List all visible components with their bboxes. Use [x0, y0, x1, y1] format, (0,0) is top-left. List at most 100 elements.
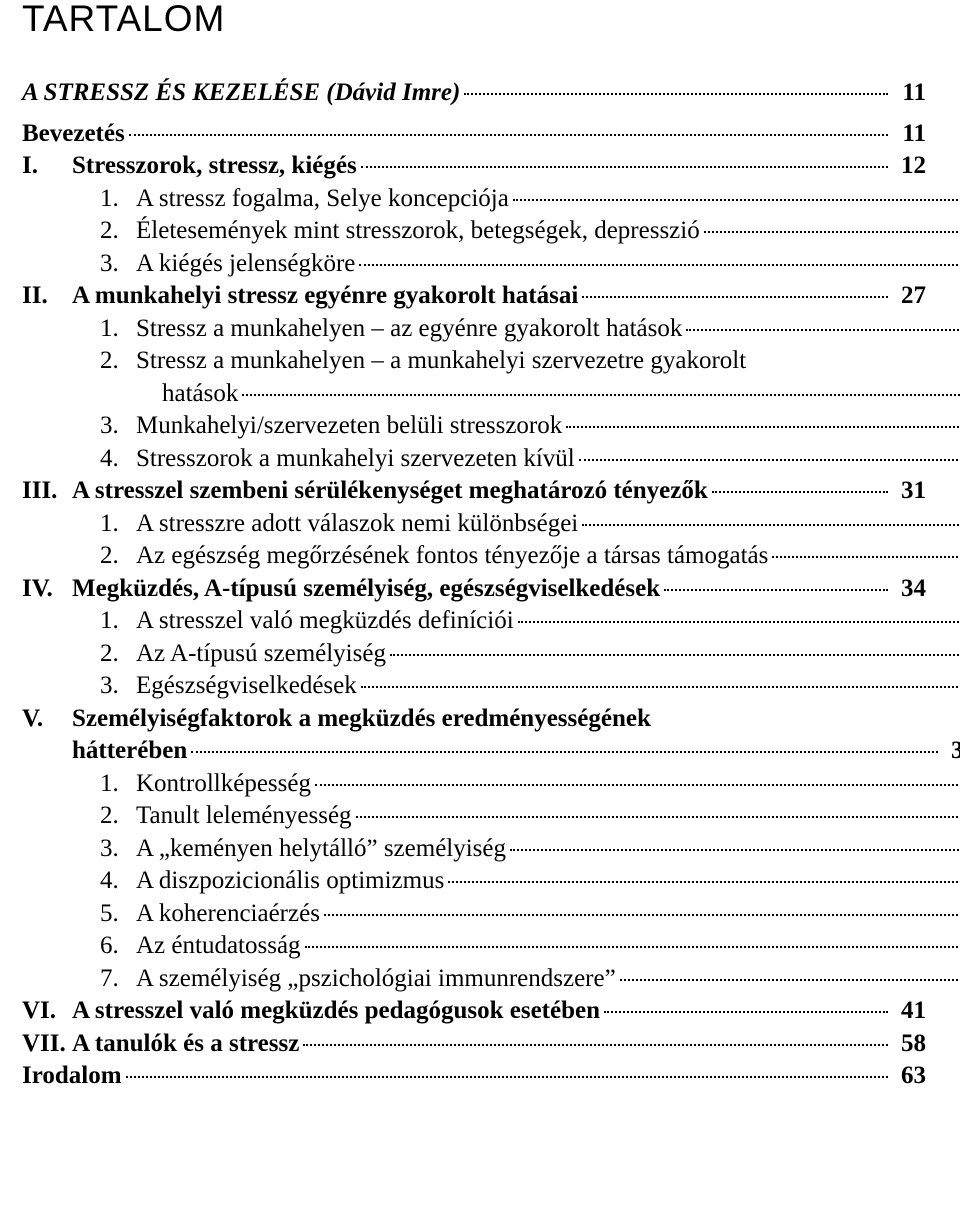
toc-leader [315, 784, 960, 786]
toc-row: 2.Az egészség megőrzésének fontos tényez… [22, 540, 960, 573]
toc-prefix: 3. [100, 833, 136, 866]
toc-leader [129, 134, 888, 136]
toc-label: Stresszorok, stressz, kiégés [72, 150, 357, 183]
toc-label: A stresszel való megküzdés pedagógusok e… [72, 995, 600, 1028]
spacer [22, 110, 926, 118]
toc-leader [324, 914, 960, 916]
toc-row: 3.A kiégés jelenségköre24 [22, 248, 960, 281]
toc-row: 2.Stressz a munkahelyen – a munkahelyi s… [22, 345, 960, 378]
toc-leader [356, 816, 960, 818]
toc-page-number: 37 [942, 735, 960, 768]
toc-row: 1.Stressz a munkahelyen – az egyénre gya… [22, 313, 960, 346]
page: TARTALOM A STRESSZ ÉS KEZELÉSE (Dávid Im… [0, 0, 960, 1220]
toc-label: A kiégés jelenségköre [136, 248, 355, 281]
toc-label: Életesemények mint stresszorok, betegség… [136, 215, 700, 248]
toc-label: A STRESSZ ÉS KEZELÉSE (Dávid Imre) [22, 77, 460, 110]
toc-prefix: 2. [100, 345, 136, 378]
toc-prefix: 1. [100, 313, 136, 346]
toc-prefix: IV. [22, 573, 72, 606]
toc-label: hátterében [72, 735, 187, 768]
toc-leader [361, 686, 960, 688]
toc-prefix: 1. [100, 768, 136, 801]
toc-label: A stresszre adott válaszok nemi különbsé… [136, 508, 578, 541]
toc-row: 2.Tanult leleményesség37 [22, 800, 960, 833]
toc-leader [305, 946, 960, 948]
toc-label: hatások [162, 378, 238, 411]
table-of-contents: A STRESSZ ÉS KEZELÉSE (Dávid Imre) 11 Beve… [22, 77, 926, 1093]
toc-page-number: 58 [892, 1028, 926, 1061]
toc-row: Bevezetés11 [22, 118, 926, 151]
toc-label: Az A-típusú személyiség [136, 638, 386, 671]
toc-label: A személyiség „pszichológiai immunrendsz… [136, 963, 616, 996]
toc-label: Stresszorok a munkahelyi szervezeten kív… [136, 443, 575, 476]
toc-row: 4.A diszpozicionális optimizmus38 [22, 865, 960, 898]
toc-leader [579, 459, 960, 461]
toc-prefix: 6. [100, 930, 136, 963]
toc-prefix: 4. [100, 443, 136, 476]
toc-label: Személyiségfaktorok a megküzdés eredmény… [72, 703, 651, 736]
toc-label: Egészségviselkedések [136, 670, 357, 703]
toc-label: Az éntudatosság [136, 930, 301, 963]
toc-label: Megküzdés, A-típusú személyiség, egészsé… [72, 573, 660, 606]
toc-prefix: II. [22, 280, 72, 313]
toc-leader [712, 491, 888, 493]
toc-prefix: 1. [100, 508, 136, 541]
toc-leader [772, 556, 960, 558]
toc-row: 1.Kontrollképesség37 [22, 768, 960, 801]
toc-label: Kontrollképesség [136, 768, 311, 801]
toc-row: I.Stresszorok, stressz, kiégés12 [22, 150, 926, 183]
toc-label: Bevezetés [22, 118, 125, 151]
toc-leader [620, 979, 960, 981]
toc-row-continuation: hatások28 [22, 378, 960, 411]
toc-row: II.A munkahelyi stressz egyénre gyakorol… [22, 280, 926, 313]
toc-leader [390, 654, 960, 656]
toc-row: 7.A személyiség „pszichológiai immunrend… [22, 963, 960, 996]
toc-prefix: VII. [22, 1028, 72, 1061]
toc-prefix: 3. [100, 670, 136, 703]
toc-label: A „keményen helytálló” személyiség [136, 833, 506, 866]
toc-prefix: 3. [100, 248, 136, 281]
toc-row: IV.Megküzdés, A-típusú személyiség, egés… [22, 573, 926, 606]
toc-prefix: 5. [100, 898, 136, 931]
toc-page-number: 11 [892, 77, 926, 110]
toc-row: 5.A koherenciaérzés39 [22, 898, 960, 931]
toc-prefix: 2. [100, 540, 136, 573]
toc-label: A koherenciaérzés [136, 898, 320, 931]
toc-prefix: I. [22, 150, 72, 183]
toc-row: 2.Életesemények mint stresszorok, betegs… [22, 215, 960, 248]
toc-prefix: 1. [100, 605, 136, 638]
toc-leader [604, 1011, 888, 1013]
toc-prefix: 2. [100, 215, 136, 248]
toc-leader [361, 166, 888, 168]
toc-prefix: 4. [100, 865, 136, 898]
toc-leader [513, 199, 960, 201]
toc-prefix: VI. [22, 995, 72, 1028]
toc-leader [582, 524, 960, 526]
toc-page-number: 41 [892, 995, 926, 1028]
toc-row: A STRESSZ ÉS KEZELÉSE (Dávid Imre) 11 [22, 77, 926, 110]
toc-row: 1.A stresszre adott válaszok nemi különb… [22, 508, 960, 541]
toc-page-number: 27 [892, 280, 926, 313]
toc-leader [510, 849, 960, 851]
toc-label: A tanulók és a stressz [72, 1028, 299, 1061]
toc-label: A stressz fogalma, Selye koncepciója [136, 183, 509, 216]
toc-row: 3.A „keményen helytálló” személyiség38 [22, 833, 960, 866]
toc-label: A munkahelyi stressz egyénre gyakorolt h… [72, 280, 578, 313]
toc-prefix: III. [22, 475, 72, 508]
toc-leader [704, 231, 960, 233]
toc-leader [566, 426, 960, 428]
toc-page-number: 34 [892, 573, 926, 606]
toc-row-continuation: hátterében 37 [22, 735, 960, 768]
toc-label: Irodalom [22, 1060, 122, 1093]
toc-row: VII.A tanulók és a stressz 58 [22, 1028, 926, 1061]
toc-page-number: 63 [892, 1060, 926, 1093]
toc-leader [464, 93, 888, 95]
toc-label: Az egészség megőrzésének fontos tényezőj… [136, 540, 768, 573]
toc-row: Irodalom 63 [22, 1060, 926, 1093]
toc-row: 6.Az éntudatosság39 [22, 930, 960, 963]
page-title: TARTALOM [22, 0, 926, 37]
toc-row: 3.Munkahelyi/szervezeten belüli stresszo… [22, 410, 960, 443]
toc-leader [242, 394, 960, 396]
toc-label: Stressz a munkahelyen – a munkahelyi sze… [136, 345, 746, 378]
toc-label: Stressz a munkahelyen – az egyénre gyako… [136, 313, 682, 346]
